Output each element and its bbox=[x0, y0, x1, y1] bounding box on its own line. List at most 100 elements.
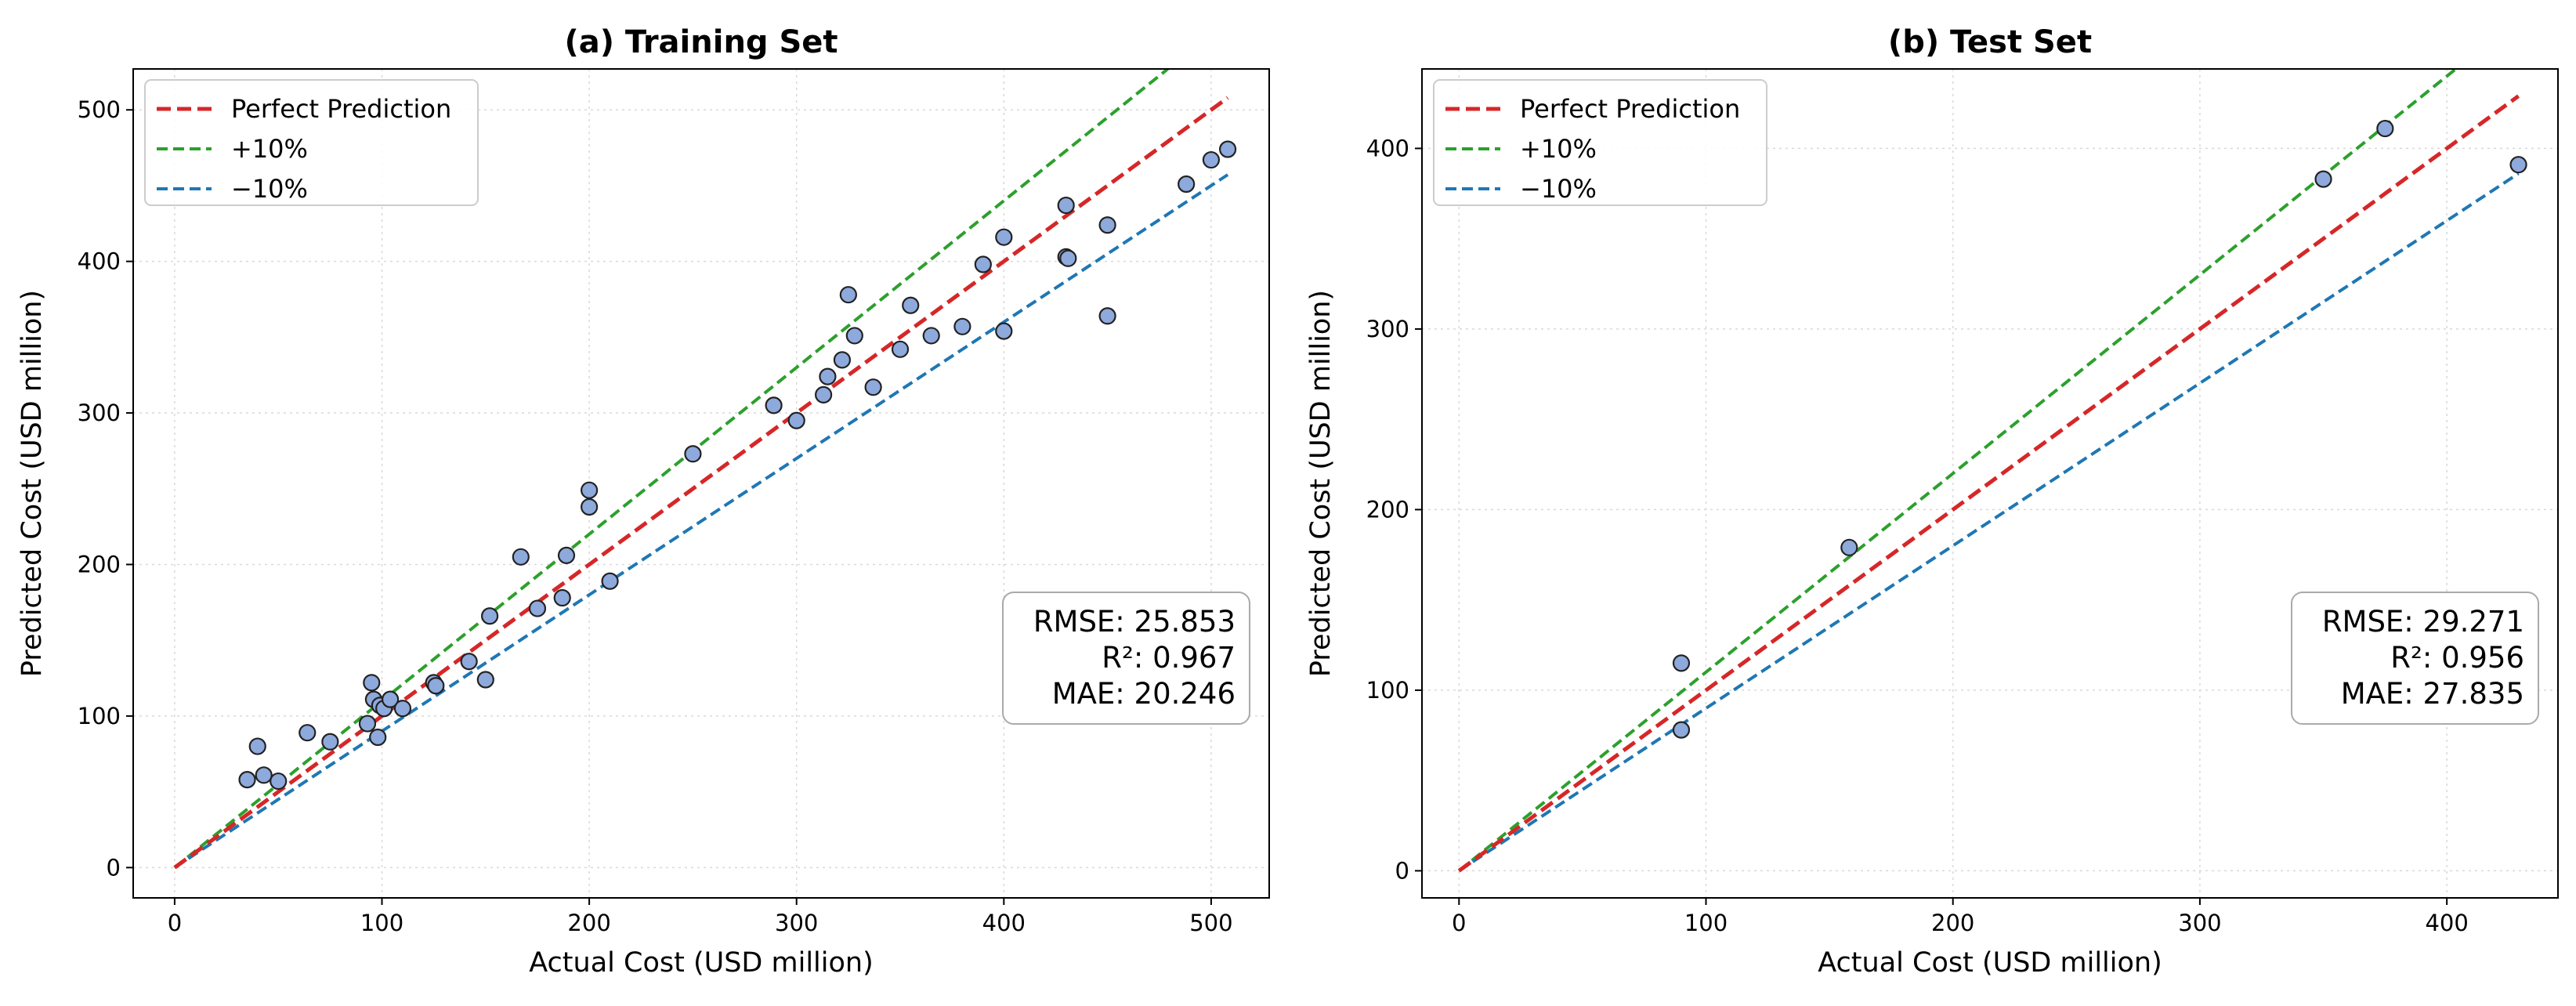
y-tick-label: 100 bbox=[78, 703, 121, 729]
y-tick-label: 300 bbox=[1366, 316, 1409, 342]
data-point bbox=[995, 322, 1013, 340]
data-point bbox=[1098, 307, 1116, 325]
data-point bbox=[369, 728, 387, 747]
data-point bbox=[845, 327, 863, 345]
data-point bbox=[2314, 170, 2332, 188]
data-point bbox=[238, 771, 256, 789]
x-axis-label: Actual Cost (USD million) bbox=[529, 947, 874, 979]
mae-stat: MAE: 20.246 bbox=[1052, 677, 1236, 711]
legend-entry: Perfect Prediction bbox=[231, 94, 451, 124]
x-tick-label: 300 bbox=[2178, 910, 2221, 936]
chart-panel-training: 0 100 200 300 400 500 0 100 200 300 400 500 (a) Trai… bbox=[16, 24, 1270, 979]
y-axis-label: Predicted Cost (USD million) bbox=[16, 290, 48, 677]
data-point bbox=[1672, 721, 1691, 739]
chart-title: (b) Test Set bbox=[1888, 24, 2092, 60]
rmse-stat: RMSE: 29.271 bbox=[2322, 605, 2524, 639]
chart-panel-test: 0 100 200 300 400 0 100 200 300 400 (b) Test Set Ac… bbox=[1305, 24, 2559, 979]
data-point bbox=[382, 690, 400, 708]
legend-entry: +10% bbox=[1520, 134, 1597, 164]
minus-10-percent-line bbox=[173, 173, 1229, 869]
y-axis-label: Predicted Cost (USD million) bbox=[1305, 290, 1337, 677]
data-point bbox=[581, 481, 599, 499]
data-point bbox=[557, 546, 576, 564]
y-tick-label: 0 bbox=[107, 854, 121, 881]
data-point bbox=[358, 715, 377, 733]
data-point bbox=[815, 385, 833, 403]
data-point bbox=[1840, 538, 1858, 556]
plot-frame bbox=[132, 68, 1270, 899]
data-point bbox=[298, 724, 317, 742]
data-point bbox=[1098, 216, 1116, 234]
data-point bbox=[363, 674, 381, 692]
data-point bbox=[476, 671, 494, 689]
data-point bbox=[819, 367, 837, 385]
legend-box bbox=[1433, 79, 1767, 206]
data-point bbox=[248, 737, 266, 755]
y-tick-label: 200 bbox=[1366, 496, 1409, 523]
x-axis-label: Actual Cost (USD million) bbox=[1818, 947, 2162, 979]
data-point bbox=[1218, 140, 1237, 158]
perfect-prediction-line bbox=[1457, 94, 2520, 873]
legend: Perfect Prediction +10% −10% bbox=[144, 79, 479, 206]
data-point bbox=[974, 255, 992, 273]
r2-stat: R²: 0.967 bbox=[1102, 641, 1236, 675]
legend-box bbox=[144, 79, 479, 206]
data-point bbox=[528, 599, 547, 617]
data-point bbox=[321, 733, 339, 751]
data-point bbox=[891, 340, 910, 358]
legend-entry: −10% bbox=[231, 174, 308, 204]
x-tick-label: 0 bbox=[168, 910, 182, 936]
perfect-prediction-line bbox=[173, 96, 1229, 870]
plus-10-percent-line bbox=[173, 67, 1169, 869]
y-tick-label: 300 bbox=[78, 400, 121, 426]
data-point bbox=[839, 286, 857, 304]
data-point bbox=[427, 677, 445, 695]
legend: Perfect Prediction +10% −10% bbox=[1433, 79, 1767, 206]
data-point bbox=[553, 588, 571, 607]
data-point bbox=[255, 766, 273, 784]
x-tick-label: 100 bbox=[360, 910, 403, 936]
data-point bbox=[953, 317, 971, 335]
data-point bbox=[270, 772, 288, 791]
legend-entry: +10% bbox=[231, 134, 308, 164]
legend-entry: −10% bbox=[1520, 174, 1597, 204]
data-point bbox=[902, 296, 920, 314]
data-point bbox=[581, 498, 599, 516]
stats-box-border bbox=[2291, 592, 2539, 725]
x-tick-label: 200 bbox=[1931, 910, 1974, 936]
y-tick-label: 0 bbox=[1395, 857, 1409, 884]
data-point bbox=[833, 351, 852, 369]
data-point bbox=[393, 700, 412, 718]
data-point bbox=[2376, 119, 2394, 138]
y-tick-label: 400 bbox=[78, 248, 121, 275]
y-tick-label: 500 bbox=[78, 96, 121, 123]
x-tick-label: 400 bbox=[2425, 910, 2468, 936]
data-point bbox=[460, 653, 478, 671]
data-point bbox=[864, 378, 882, 396]
minus-10-percent-line bbox=[1458, 172, 2520, 873]
x-tick-label: 0 bbox=[1452, 910, 1466, 936]
plot-frame bbox=[1421, 68, 2559, 899]
stats-box-border bbox=[1002, 592, 1250, 725]
data-point bbox=[1059, 249, 1077, 267]
data-point bbox=[684, 445, 702, 463]
y-tick-label: 100 bbox=[1366, 677, 1409, 704]
y-tick-label: 200 bbox=[78, 551, 121, 577]
legend-entry: Perfect Prediction bbox=[1520, 94, 1740, 124]
y-tick-label: 400 bbox=[1366, 135, 1409, 161]
x-tick-label: 500 bbox=[1189, 910, 1232, 936]
data-point bbox=[512, 548, 530, 566]
x-tick-label: 400 bbox=[982, 910, 1026, 936]
mae-stat: MAE: 27.835 bbox=[2341, 677, 2524, 711]
rmse-stat: RMSE: 25.853 bbox=[1033, 605, 1236, 639]
r2-stat: R²: 0.956 bbox=[2390, 641, 2524, 675]
data-point bbox=[1178, 175, 1196, 194]
data-point bbox=[481, 607, 499, 625]
data-point bbox=[1202, 150, 1221, 169]
data-point bbox=[1057, 196, 1075, 215]
data-point bbox=[787, 411, 805, 429]
x-tick-label: 300 bbox=[775, 910, 818, 936]
